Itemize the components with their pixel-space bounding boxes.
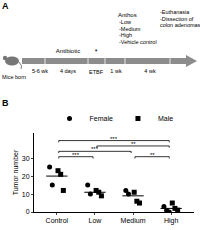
svg-text:30: 30 bbox=[22, 155, 30, 162]
svg-text:5-6 wk: 5-6 wk bbox=[32, 68, 48, 74]
svg-text:Low: Low bbox=[89, 217, 103, 224]
svg-text:Control: Control bbox=[46, 217, 69, 224]
svg-text:***: *** bbox=[72, 152, 80, 158]
svg-text:ETBF: ETBF bbox=[89, 69, 104, 75]
svg-text:***: *** bbox=[110, 136, 118, 142]
svg-text:*: * bbox=[95, 48, 98, 55]
svg-text:1 wk: 1 wk bbox=[110, 68, 122, 74]
svg-text:0: 0 bbox=[26, 208, 30, 215]
svg-text:colon adenomas: colon adenomas bbox=[160, 22, 200, 28]
svg-text:Medium: Medium bbox=[121, 217, 146, 224]
svg-text:20: 20 bbox=[22, 173, 30, 180]
svg-text:Antibiotic: Antibiotic bbox=[56, 48, 80, 54]
svg-text:Tumor number: Tumor number bbox=[12, 149, 19, 195]
svg-text:Female: Female bbox=[90, 115, 113, 122]
svg-text:4 wk: 4 wk bbox=[144, 68, 156, 74]
svg-text:A: A bbox=[2, 1, 9, 11]
svg-text:**: ** bbox=[150, 152, 155, 158]
svg-text:-Euthanasia: -Euthanasia bbox=[160, 9, 190, 15]
svg-text:**: ** bbox=[131, 141, 136, 147]
html-text:B: B bbox=[2, 98, 9, 108]
svg-text:Anthos: Anthos bbox=[118, 12, 137, 18]
svg-text:-Vehicle control: -Vehicle control bbox=[119, 39, 157, 45]
svg-text:***: *** bbox=[91, 146, 99, 152]
svg-text:4 days: 4 days bbox=[60, 68, 76, 74]
svg-text:-Dissection of: -Dissection of bbox=[160, 16, 194, 22]
svg-text:-Low: -Low bbox=[119, 19, 131, 25]
svg-text:Male: Male bbox=[158, 115, 173, 122]
svg-text:10: 10 bbox=[22, 191, 30, 198]
svg-text:-Medium: -Medium bbox=[119, 26, 141, 32]
svg-text:Mice born: Mice born bbox=[2, 74, 26, 80]
svg-text:High: High bbox=[164, 217, 179, 225]
svg-text:-High: -High bbox=[119, 32, 132, 38]
